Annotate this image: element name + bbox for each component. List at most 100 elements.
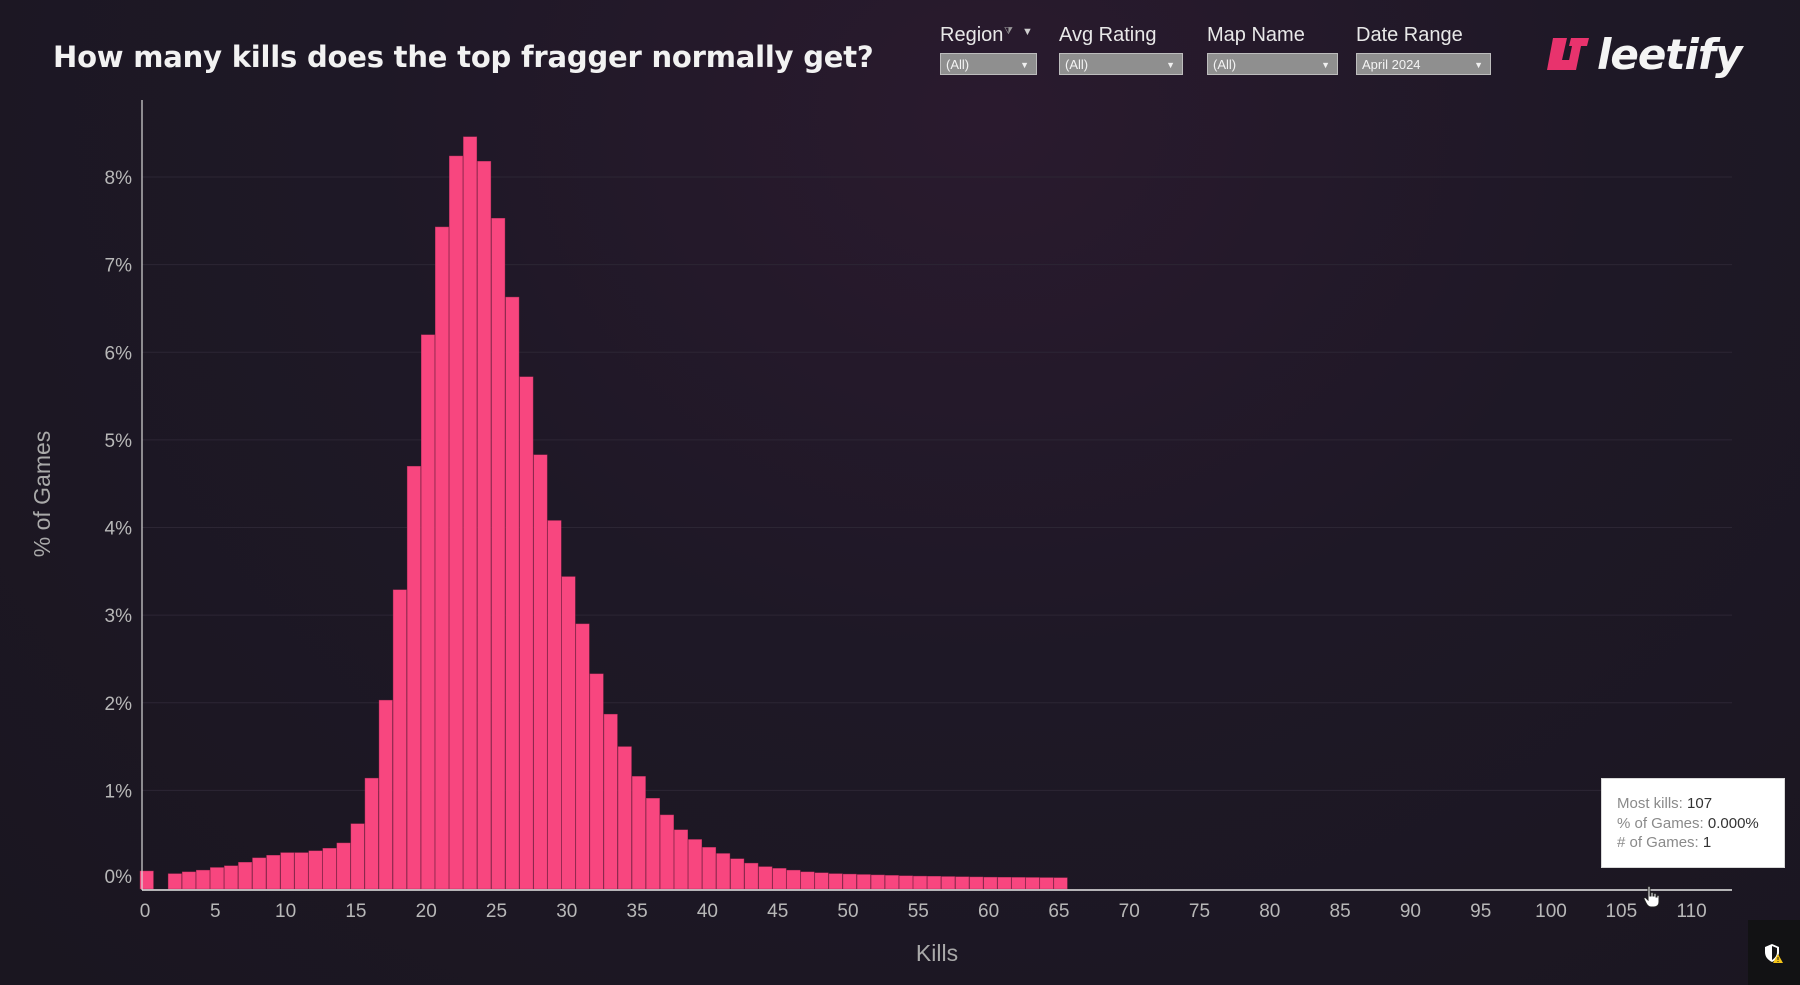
bar[interactable]: [224, 865, 239, 890]
x-tick-label: 30: [556, 901, 577, 922]
bar[interactable]: [730, 858, 745, 890]
bar[interactable]: [491, 217, 506, 890]
bar[interactable]: [378, 699, 393, 890]
shield-warning-icon: [1765, 943, 1783, 963]
bar[interactable]: [870, 874, 885, 890]
bar[interactable]: [181, 871, 196, 890]
bar[interactable]: [941, 876, 956, 890]
bar[interactable]: [814, 872, 829, 890]
bar[interactable]: [350, 823, 365, 890]
bar[interactable]: [786, 869, 801, 890]
bar[interactable]: [336, 842, 351, 890]
bar[interactable]: [210, 867, 224, 890]
bar[interactable]: [294, 852, 309, 890]
tooltip-label: % of Games:: [1617, 814, 1704, 832]
bar[interactable]: [252, 857, 267, 890]
filter-avg-rating[interactable]: Avg Rating (All) ▼: [1059, 24, 1183, 75]
bar[interactable]: [1039, 877, 1054, 890]
bar[interactable]: [660, 814, 674, 890]
bar[interactable]: [997, 877, 1012, 890]
bar[interactable]: [519, 376, 534, 890]
bar[interactable]: [842, 873, 857, 890]
leetify-logo-text: leetify: [1597, 29, 1742, 79]
filter-date-range[interactable]: Date Range April 2024 ▼: [1356, 24, 1491, 75]
filter-map-name-label: Map Name: [1207, 24, 1305, 46]
bar[interactable]: [884, 875, 899, 890]
filter-avg-rating-label: Avg Rating: [1059, 24, 1157, 46]
bar[interactable]: [421, 334, 435, 890]
bar[interactable]: [1011, 877, 1026, 890]
bar[interactable]: [744, 862, 759, 890]
caret-down-icon[interactable]: ▼: [1022, 26, 1033, 38]
bar[interactable]: [463, 136, 478, 890]
caret-down-icon: ▼: [1474, 60, 1483, 70]
bar[interactable]: [589, 673, 604, 890]
x-tick-label: 25: [486, 901, 507, 922]
bar[interactable]: [364, 777, 379, 890]
bar[interactable]: [913, 875, 927, 890]
bar[interactable]: [702, 847, 717, 890]
x-tick-label: 40: [697, 901, 718, 922]
leetify-logo[interactable]: leetify: [1545, 29, 1742, 79]
tooltip-row-kills: Most kills: 107: [1617, 794, 1784, 814]
filter-map-name-select[interactable]: (All) ▼: [1207, 53, 1338, 75]
caret-down-icon: ▼: [1166, 60, 1175, 70]
filter-region-select[interactable]: (All) ▼: [940, 53, 1037, 75]
bar[interactable]: [645, 798, 660, 890]
bar[interactable]: [505, 296, 520, 890]
bar[interactable]: [688, 839, 703, 890]
leetify-logo-mark-icon: [1547, 38, 1589, 70]
filter-region[interactable]: Region ⧩ ▼ (All) ▼: [940, 24, 1037, 75]
x-tick-label: 105: [1605, 901, 1637, 922]
bar[interactable]: [617, 746, 632, 890]
x-tick-label: 20: [416, 901, 437, 922]
bar[interactable]: [955, 876, 970, 890]
bar[interactable]: [280, 852, 295, 890]
x-tick-label: 75: [1189, 901, 1210, 922]
y-axis-title: % of Games: [29, 431, 55, 558]
bar[interactable]: [575, 623, 590, 890]
bar[interactable]: [406, 465, 421, 890]
tooltip-label: # of Games:: [1617, 834, 1699, 851]
filter-avg-rating-select[interactable]: (All) ▼: [1059, 53, 1183, 75]
bar[interactable]: [435, 226, 449, 890]
bar[interactable]: [139, 870, 154, 890]
bar[interactable]: [322, 848, 337, 890]
bar[interactable]: [392, 589, 407, 890]
x-tick-label: 35: [627, 901, 648, 922]
filter-map-name[interactable]: Map Name (All) ▼: [1207, 24, 1338, 75]
bar[interactable]: [266, 855, 281, 890]
bar[interactable]: [603, 713, 618, 890]
bar[interactable]: [547, 520, 562, 890]
bar[interactable]: [716, 853, 731, 890]
bar[interactable]: [758, 866, 773, 890]
bar[interactable]: [899, 875, 913, 890]
bar[interactable]: [674, 829, 688, 890]
x-tick-label: 55: [908, 901, 929, 922]
bar[interactable]: [196, 869, 210, 890]
bar[interactable]: [561, 576, 576, 890]
filter-date-range-value: April 2024: [1362, 57, 1421, 72]
bar[interactable]: [800, 871, 815, 890]
bar[interactable]: [308, 850, 323, 890]
bar[interactable]: [983, 876, 998, 890]
bar[interactable]: [449, 155, 463, 890]
bar[interactable]: [927, 876, 942, 890]
bar[interactable]: [631, 776, 646, 890]
bar[interactable]: [477, 161, 492, 890]
bar[interactable]: [969, 876, 984, 890]
bar[interactable]: [772, 868, 787, 890]
filter-date-range-select[interactable]: April 2024 ▼: [1356, 53, 1491, 75]
shield-button[interactable]: [1748, 920, 1800, 985]
bar[interactable]: [167, 873, 182, 890]
bar[interactable]: [1053, 877, 1068, 890]
bar[interactable]: [238, 862, 253, 890]
bar[interactable]: [828, 873, 843, 890]
y-tick-label: 1%: [105, 781, 133, 802]
bar[interactable]: [533, 454, 548, 890]
bar[interactable]: [1025, 877, 1040, 890]
bar[interactable]: [856, 874, 871, 890]
x-tick-label: 50: [837, 901, 858, 922]
y-tick-label: 7%: [105, 256, 133, 277]
filter-icon[interactable]: ⧩: [1004, 26, 1013, 37]
